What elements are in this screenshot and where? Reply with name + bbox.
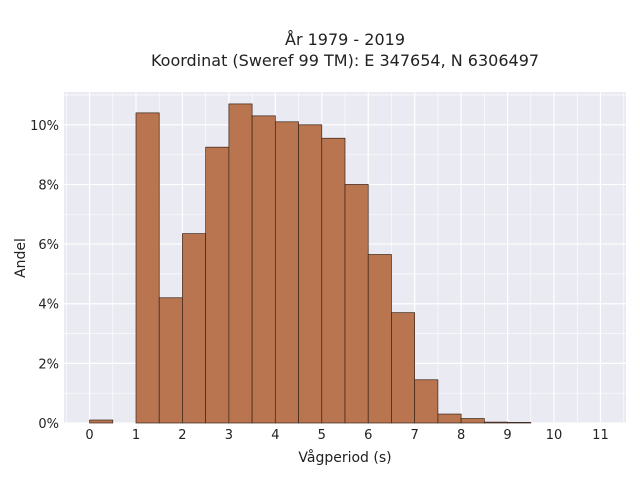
x-tick-label: 11 <box>592 428 609 443</box>
x-tick-label: 6 <box>364 428 372 443</box>
x-tick-label: 7 <box>411 428 419 443</box>
x-tick-label: 2 <box>178 428 186 443</box>
x-tick-label: 4 <box>271 428 279 443</box>
histogram-bar <box>182 233 207 424</box>
x-axis-label: Vågperiod (s) <box>298 449 391 466</box>
histogram-bar <box>158 297 183 424</box>
y-tick-label: 10% <box>30 119 59 134</box>
x-tick-label: 8 <box>457 428 465 443</box>
histogram-bar <box>89 419 114 424</box>
x-tick-label: 0 <box>85 428 93 443</box>
x-tick-labels: 0 1 2 3 4 5 6 7 8 9 10 11 <box>85 428 608 443</box>
y-tick-label: 6% <box>38 238 59 253</box>
y-tick-labels: 0% 2% 4% 6% 8% 10% <box>30 119 59 432</box>
y-tick-label: 2% <box>38 357 59 372</box>
histogram-bar <box>414 379 439 424</box>
histogram-bar <box>367 254 392 424</box>
x-tick-label: 1 <box>132 428 140 443</box>
histogram-bar <box>507 422 532 424</box>
histogram-bar <box>298 124 323 424</box>
histogram-bar <box>228 103 253 424</box>
bars <box>89 103 532 424</box>
y-axis-label: Andel <box>13 238 29 278</box>
x-tick-label: 3 <box>225 428 233 443</box>
histogram-bar <box>437 413 462 424</box>
chart-subtitle: Koordinat (Sweref 99 TM): E 347654, N 63… <box>151 51 539 70</box>
chart-title: År 1979 - 2019 <box>285 30 405 49</box>
histogram-bar <box>460 418 485 424</box>
histogram-bar <box>251 115 276 424</box>
x-tick-label: 10 <box>546 428 563 443</box>
y-tick-label: 4% <box>38 298 59 313</box>
histogram-bar <box>391 312 416 424</box>
y-tick-label: 0% <box>38 417 59 432</box>
histogram-bar <box>205 146 230 424</box>
histogram-bar <box>135 112 160 424</box>
histogram-bar <box>321 137 346 424</box>
x-tick-label: 9 <box>503 428 511 443</box>
histogram-bar <box>344 184 369 424</box>
x-tick-label: 5 <box>318 428 326 443</box>
y-tick-label: 8% <box>38 178 59 193</box>
histogram-bar <box>483 421 508 424</box>
histogram-bar <box>274 121 299 424</box>
